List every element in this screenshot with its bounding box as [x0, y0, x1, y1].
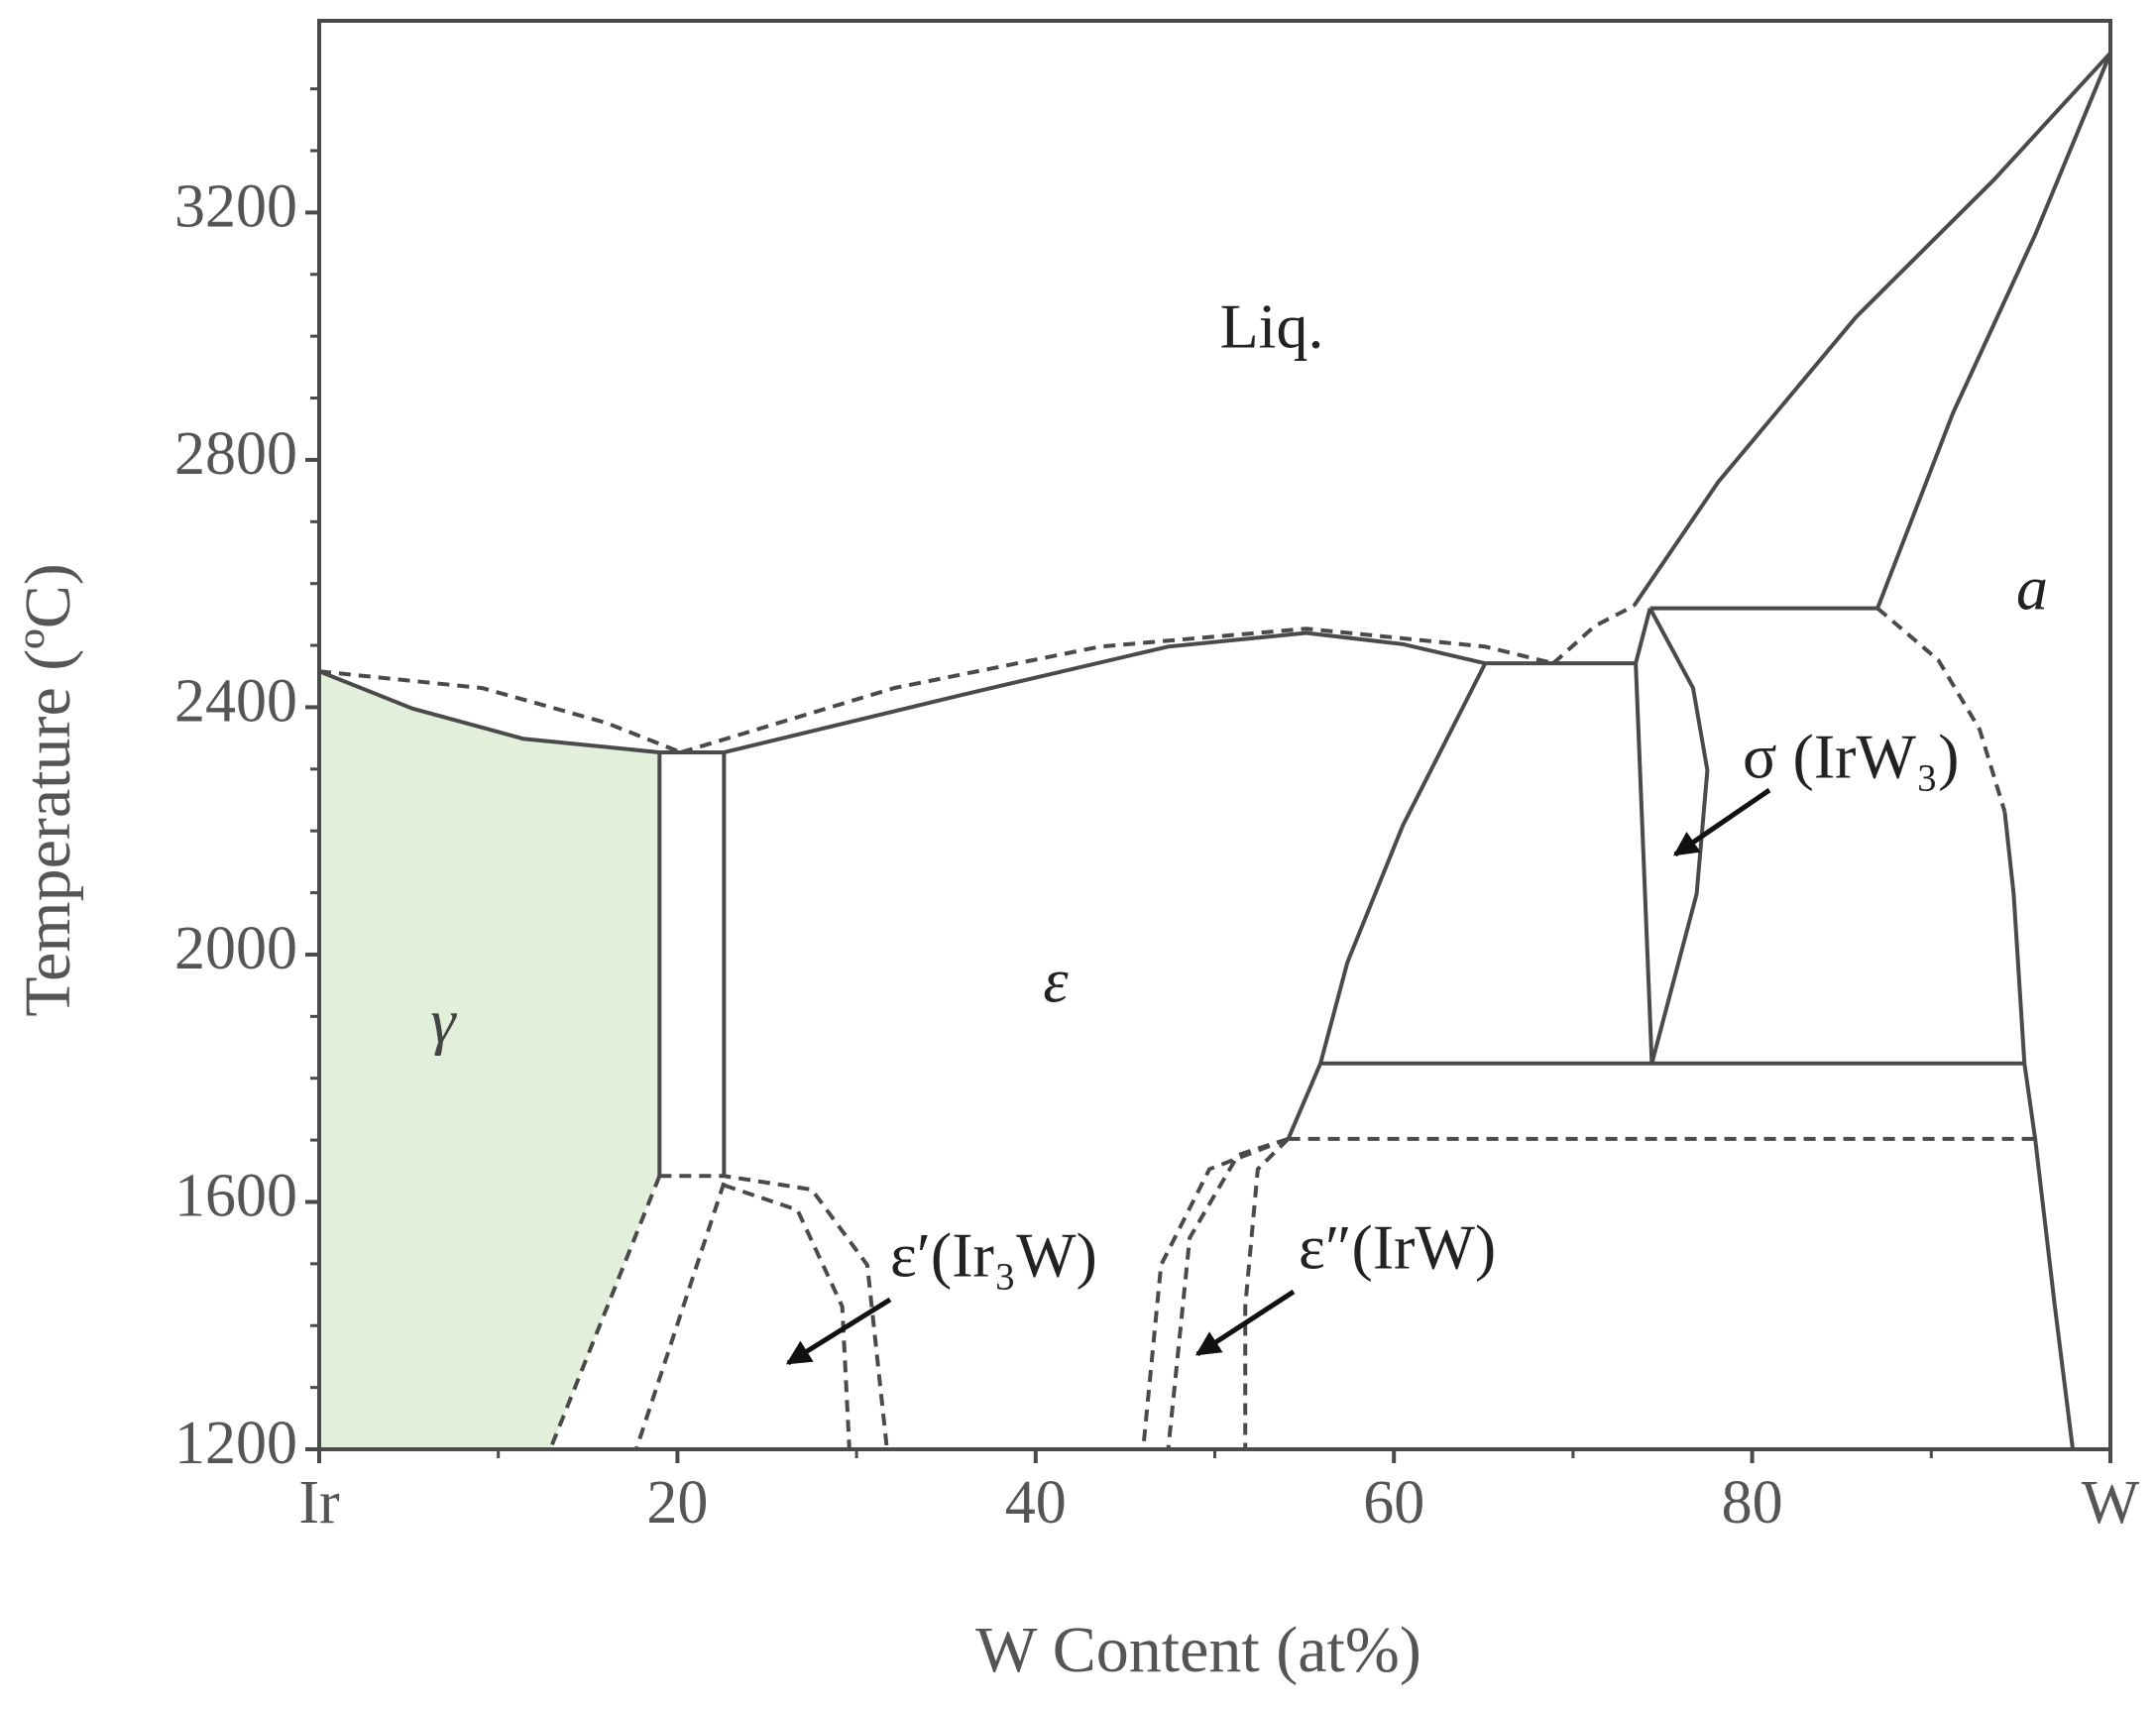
- y-tick-label: 1200: [174, 1410, 297, 1477]
- phase-boundary: [1243, 1137, 1291, 1449]
- phase-boundary: [1875, 607, 2007, 813]
- plot-area: 1200 1600 2000 2400 2800 3200 Ir 20 40 60 80 W: [174, 19, 2140, 1537]
- y-tick-label: 3200: [174, 173, 297, 241]
- arrow: [785, 1297, 892, 1366]
- phase-label: ε: [1043, 946, 1069, 1016]
- phase-boundary: [633, 1182, 727, 1450]
- y-tick-label: 1600: [174, 1163, 297, 1230]
- x-tick-label: 20: [646, 1469, 708, 1537]
- arrow: [1672, 787, 1771, 857]
- phase-boundary: [1141, 1136, 1290, 1450]
- phase-boundary: [1647, 607, 1710, 1065]
- x-tick-label: 40: [1005, 1469, 1067, 1537]
- phase-boundary: [1632, 52, 2112, 608]
- phase-boundary: [318, 669, 682, 754]
- phase-label: Liq.: [1220, 291, 1324, 362]
- phase-boundary: [723, 630, 1486, 754]
- y-axis-label: Temperature (ºC): [12, 563, 84, 1016]
- x-tick-label: Ir: [298, 1469, 340, 1537]
- x-tick-label: W: [2082, 1469, 2140, 1537]
- phase-boundary: [1286, 662, 1488, 1140]
- phase-boundary: [548, 1175, 662, 1450]
- phase-boundary: [659, 1174, 889, 1450]
- phase-boundary: [1551, 604, 1636, 665]
- phase-boundary: [723, 1183, 851, 1450]
- phase-label: ε″(IrW): [1299, 1212, 1496, 1283]
- phase-label: γ: [430, 986, 457, 1057]
- phase-boundary: [1634, 608, 1652, 664]
- phase-boundary: [2002, 811, 2076, 1450]
- y-tick-label: 2800: [174, 420, 297, 488]
- phase-label: σ (IrW₃): [1743, 722, 1959, 792]
- phase-boundary: [318, 669, 660, 754]
- phase-label: ε′(Ir₃W): [890, 1220, 1097, 1291]
- phase-boundary: [680, 627, 1554, 754]
- x-tick-label: 60: [1363, 1469, 1424, 1537]
- phase-label: a: [2016, 553, 2048, 624]
- arrow: [1194, 1289, 1296, 1357]
- x-tick-label: 80: [1722, 1469, 1783, 1537]
- y-tick-label: 2400: [174, 668, 297, 736]
- phase-boundary: [1875, 52, 2112, 610]
- y-tick-label: 2000: [174, 915, 297, 982]
- phase-boundary: [1634, 663, 1654, 1064]
- x-axis-label: W Content (at%): [975, 1614, 1421, 1686]
- phase-region: [319, 671, 660, 1449]
- phase-boundary: [1166, 1136, 1290, 1450]
